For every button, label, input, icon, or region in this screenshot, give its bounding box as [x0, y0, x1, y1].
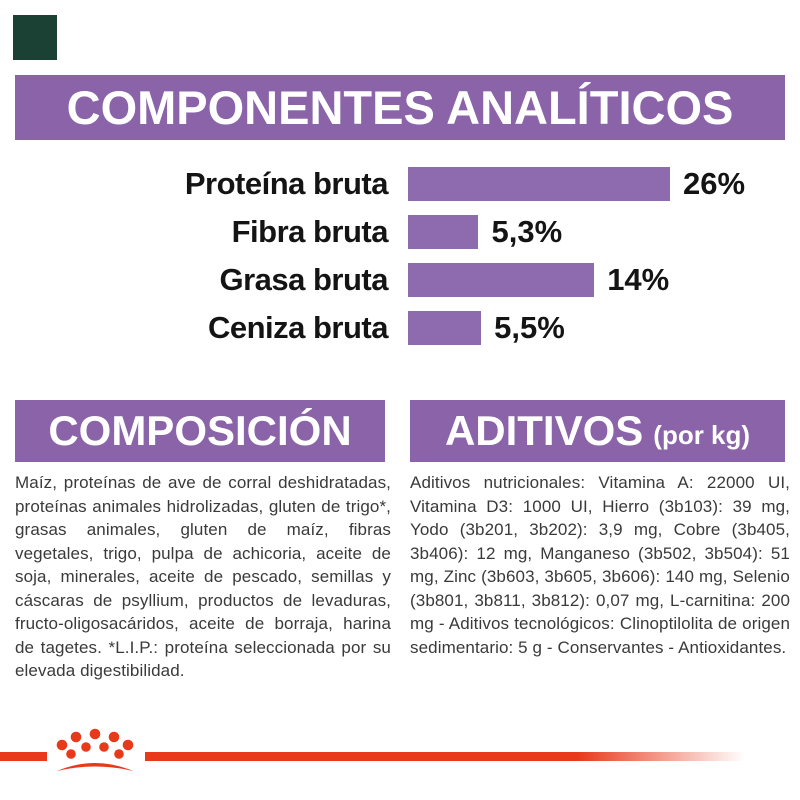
- additives-body-text: Aditivos nutricionales: Vitamina A: 2200…: [410, 473, 790, 657]
- composition-title: COMPOSICIÓN: [48, 407, 352, 454]
- chart-row-proteina: Proteína bruta 26%: [0, 164, 800, 204]
- crown-dot: [81, 742, 91, 752]
- chart-value-label: 5,3%: [491, 214, 563, 249]
- crown-dot: [89, 728, 101, 740]
- chart-bar: [408, 167, 670, 201]
- royal-canin-crown-logo: [56, 728, 134, 771]
- crown-dot: [99, 742, 109, 752]
- chart-bar: [408, 215, 479, 249]
- chart-row-grasa: Grasa bruta 14%: [0, 260, 800, 300]
- composition-header: COMPOSICIÓN: [15, 400, 385, 462]
- chart-row-fibra: Fibra bruta 5,3%: [0, 212, 800, 252]
- chart-category-label: Grasa bruta: [219, 262, 388, 297]
- footer-red-line-right: [145, 752, 745, 761]
- crown-dot: [56, 739, 68, 751]
- chart-category-label: Fibra bruta: [231, 214, 389, 249]
- brand-corner-mark: [13, 15, 57, 60]
- crown-dot: [66, 749, 76, 759]
- crown-dot: [122, 739, 134, 751]
- footer-red-line-left: [0, 752, 47, 761]
- analytic-components-header: COMPONENTES ANALÍTICOS: [15, 75, 785, 140]
- chart-category-label: Ceniza bruta: [207, 310, 389, 345]
- chart-bar: [408, 311, 482, 345]
- additives-header: ADITIVOS (por kg): [410, 400, 785, 462]
- chart-category-label: Proteína bruta: [184, 166, 389, 201]
- crown-dot: [70, 731, 82, 743]
- analytic-components-title: COMPONENTES ANALÍTICOS: [66, 81, 734, 134]
- chart-bar: [408, 263, 595, 297]
- crown-crescent: [57, 763, 133, 771]
- chart-value-label: 26%: [683, 166, 746, 201]
- crown-dot: [108, 731, 120, 743]
- chart-value-label: 14%: [607, 262, 670, 297]
- crown-dot: [114, 749, 124, 759]
- additives-title: ADITIVOS: [444, 407, 644, 454]
- additives-subtitle: (por kg): [653, 419, 751, 450]
- chart-row-ceniza: Ceniza bruta 5,5%: [0, 308, 800, 348]
- composition-body-text: Maíz, proteínas de ave de corral deshidr…: [15, 473, 391, 680]
- chart-value-label: 5,5%: [494, 310, 565, 345]
